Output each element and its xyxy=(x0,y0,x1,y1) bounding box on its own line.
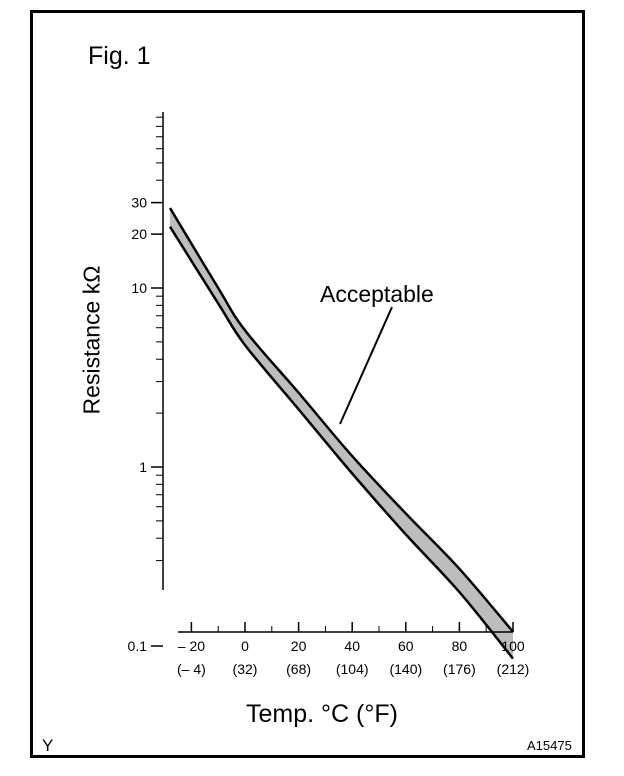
y-tick-label: 10 xyxy=(131,280,147,296)
x-tick-sublabel: (– 4) xyxy=(177,661,206,677)
y-tick-label: 0.1 xyxy=(128,638,148,654)
acceptable-band xyxy=(168,207,514,660)
x-tick-label: 40 xyxy=(344,638,360,654)
x-ticks: – 20 (– 4) 0 (32) 20 (68) 40 (104) 60 (140) 80 (176… xyxy=(177,622,529,677)
x-axis-label: Temp. °C (°F) xyxy=(246,700,398,728)
x-tick-sublabel: (32) xyxy=(233,661,258,677)
x-tick-sublabel: (140) xyxy=(389,661,422,677)
x-tick-sublabel: (68) xyxy=(286,661,311,677)
corner-mark-left: Y xyxy=(42,736,54,755)
annotation-pointer xyxy=(339,306,393,425)
y-axis-label: Resistance kΩ xyxy=(78,265,105,415)
acceptable-annotation: Acceptable xyxy=(320,281,434,307)
x-tick-label: 20 xyxy=(291,638,307,654)
upper-limit-curve xyxy=(168,207,514,633)
y-tick-label: 30 xyxy=(131,195,147,211)
y-ticks: 0.1 1 10 20 30 xyxy=(128,116,163,654)
axes xyxy=(162,112,513,633)
y-tick-label: 20 xyxy=(131,226,147,242)
lower-limit-curve xyxy=(168,226,514,660)
figure-label: Fig. 1 xyxy=(88,42,151,70)
x-tick-sublabel: (212) xyxy=(497,661,530,677)
x-tick-label: 100 xyxy=(501,638,525,654)
y-tick-label: 1 xyxy=(139,459,147,475)
band-fill xyxy=(170,208,513,659)
x-tick-sublabel: (104) xyxy=(336,661,369,677)
x-tick-label: – 20 xyxy=(178,638,205,654)
x-tick-label: 0 xyxy=(241,638,249,654)
x-tick-label: 80 xyxy=(452,638,468,654)
x-tick-sublabel: (176) xyxy=(443,661,476,677)
figure-frame xyxy=(30,10,585,758)
x-tick-label: 60 xyxy=(398,638,414,654)
figure-code: A15475 xyxy=(527,738,572,753)
